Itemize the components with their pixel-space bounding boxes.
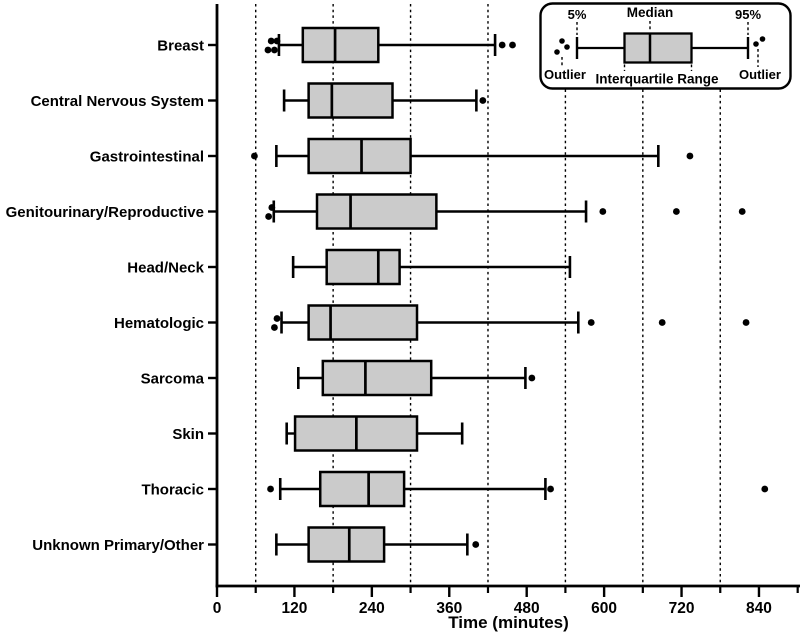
- iqr-box: [301, 26, 380, 64]
- legend-label-iqr: Interquartile Range: [595, 72, 719, 87]
- outlier-dot: [472, 541, 480, 548]
- boxplot-row-breast: [264, 26, 516, 64]
- x-tick-label-720: 720: [669, 600, 695, 617]
- x-axis-title: Time (minutes): [448, 613, 569, 632]
- outlier-dot: [599, 208, 607, 215]
- boxplot-row-sarcoma: [296, 359, 536, 397]
- outlier-dot: [738, 208, 746, 215]
- outlier-dot: [528, 374, 536, 382]
- category-label-central-nervous-system: Central Nervous System: [31, 93, 204, 110]
- legend: 5% Median 95% Outlier Interquartile Range Out…: [539, 2, 792, 90]
- boxplot-row-gastrointestinal: [251, 137, 694, 175]
- boxplot-row-genitourinary-reproductive: [265, 193, 746, 230]
- x-tick-label-840: 840: [746, 600, 772, 617]
- outlier-dot: [587, 319, 595, 326]
- outlier-dot: [273, 37, 281, 45]
- boxplot-row-thoracic: [267, 470, 769, 508]
- outlier-dot: [251, 152, 258, 160]
- category-label-skin: Skin: [172, 426, 204, 443]
- category-label-hematologic: Hematologic: [114, 315, 204, 332]
- x-tick-label-360: 360: [436, 600, 462, 617]
- boxplot-row-central-nervous-system: [282, 82, 487, 119]
- x-tick-label-480: 480: [514, 600, 540, 617]
- boxplot-row-head-neck: [291, 248, 572, 286]
- category-label-gastrointestinal: Gastrointestinal: [90, 149, 204, 166]
- iqr-box: [307, 304, 419, 341]
- x-tick-label-240: 240: [359, 600, 385, 617]
- legend-label-outlier-right: Outlier: [739, 67, 781, 82]
- iqr-box: [321, 359, 433, 397]
- axes: 0 120 240 360 480 600 720 840 Breast Central Nerv…: [6, 4, 800, 617]
- legend-label-95pct: 95%: [735, 7, 761, 22]
- outlier-dot: [547, 485, 554, 493]
- category-label-breast: Breast: [157, 38, 204, 55]
- boxplot-row-unknown-primary-other: [275, 526, 480, 563]
- legend-iqr-box: [623, 32, 693, 64]
- outlier-dot: [267, 485, 274, 493]
- boxplot-row-hematologic: [271, 304, 750, 341]
- category-label-sarcoma: Sarcoma: [141, 371, 205, 388]
- category-label-genitourinary-reproductive: Genitourinary/Reproductive: [6, 204, 204, 221]
- outlier-dot: [267, 37, 275, 45]
- category-label-unknown-primary-other: Unknown Primary/Other: [32, 537, 204, 554]
- x-tick-label-120: 120: [281, 600, 307, 617]
- iqr-box: [307, 137, 412, 175]
- iqr-box: [315, 193, 438, 230]
- outlier-dot: [742, 319, 750, 326]
- legend-outlier-dot: [759, 36, 766, 42]
- iqr-box: [318, 470, 406, 508]
- outlier-dot: [479, 97, 487, 104]
- outlier-dot: [271, 46, 278, 54]
- x-tick-label-0: 0: [213, 600, 222, 617]
- category-label-thoracic: Thoracic: [141, 482, 204, 499]
- iqr-box: [325, 248, 401, 286]
- outlier-dot: [273, 315, 281, 322]
- outlier-dot: [761, 485, 769, 493]
- outlier-dot: [271, 324, 278, 331]
- outlier-dot: [498, 41, 506, 49]
- boxplot-row-skin: [285, 415, 464, 452]
- outlier-dot: [265, 213, 273, 220]
- legend-outlier-dot: [559, 38, 565, 44]
- outlier-dot: [686, 152, 694, 160]
- legend-outlier-dot: [554, 49, 560, 55]
- outlier-dot: [672, 208, 680, 215]
- category-label-head-neck: Head/Neck: [127, 260, 204, 277]
- x-tick-label-600: 600: [591, 600, 617, 617]
- legend-label-median: Median: [627, 5, 674, 20]
- legend-outlier-dot: [753, 41, 759, 47]
- outlier-dot: [264, 46, 272, 54]
- legend-label-5pct: 5%: [568, 7, 587, 22]
- legend-outlier-dot: [564, 44, 570, 50]
- outlier-dot: [509, 41, 516, 49]
- iqr-box: [307, 82, 394, 119]
- outlier-dot: [658, 319, 666, 326]
- iqr-box: [307, 526, 386, 563]
- legend-label-outlier-left: Outlier: [544, 67, 586, 82]
- outlier-dot: [268, 204, 276, 211]
